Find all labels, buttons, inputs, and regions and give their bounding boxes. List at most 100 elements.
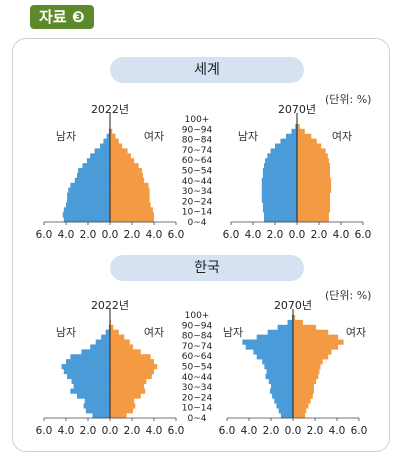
age-group-label: 60~64 (182, 352, 213, 362)
age-group-label: 20~24 (182, 197, 213, 207)
female-bar (293, 383, 314, 389)
female-bar (297, 158, 329, 164)
x-tick-label: 0.0 (102, 425, 119, 437)
female-bar (297, 168, 330, 174)
male-bar (262, 207, 297, 213)
female-bar (297, 207, 330, 213)
x-tick-label: 4.0 (58, 425, 75, 437)
female-bar (110, 354, 151, 360)
female-bar (293, 373, 319, 380)
x-tick-label: 6.0 (168, 229, 185, 241)
age-group-label: 0~4 (188, 414, 207, 424)
male-label: 남자 (56, 326, 76, 339)
female-bar (110, 388, 146, 394)
female-bar (110, 339, 130, 345)
female-bar (110, 373, 152, 380)
male-bar (264, 163, 297, 169)
female-bar (293, 393, 313, 399)
female-bar (293, 388, 314, 394)
male-bar (262, 359, 293, 365)
x-tick-label: 2.0 (311, 229, 328, 241)
male-bar (286, 133, 297, 139)
age-group-label: 40~44 (182, 373, 213, 383)
male-bar (262, 202, 297, 208)
x-tick-label: 0.0 (289, 229, 306, 241)
male-bar (108, 324, 110, 331)
male-bar (264, 364, 293, 370)
male-bar (61, 364, 110, 370)
male-bar (291, 315, 293, 321)
female-bar (293, 413, 306, 419)
male-bar (245, 344, 293, 350)
male-bar (101, 334, 110, 340)
male-bar (261, 177, 297, 184)
female-bar (110, 212, 154, 218)
x-tick-label: 2.0 (80, 229, 97, 241)
male-bar (264, 217, 297, 223)
female-bar (297, 192, 330, 198)
male-bar (81, 349, 110, 355)
female-bar (293, 398, 311, 404)
age-group-label: 90~94 (182, 125, 213, 135)
female-bar (293, 319, 303, 326)
male-bar (256, 334, 293, 340)
male-bar (108, 128, 110, 135)
female-label: 여자 (346, 326, 366, 339)
male-bar (62, 212, 110, 218)
age-group-label: 10~14 (182, 404, 213, 414)
x-tick-label: 6.0 (168, 425, 185, 437)
age-group-label: 80~84 (182, 136, 213, 146)
female-bar (297, 177, 332, 184)
female-bar (297, 217, 329, 223)
female-bar (110, 378, 147, 384)
male-bar (256, 354, 293, 360)
age-group-label: 60~64 (182, 156, 213, 166)
male-bar (269, 388, 293, 394)
male-bar (71, 378, 110, 384)
female-bar (110, 163, 139, 169)
male-bar (267, 153, 297, 159)
female-bar (297, 182, 332, 188)
male-bar (261, 192, 297, 198)
female-bar (297, 143, 322, 149)
male-label: 남자 (238, 130, 258, 143)
x-tick-label: 2.0 (124, 229, 141, 241)
x-tick-label: 2.0 (267, 229, 284, 241)
male-bar (267, 329, 293, 335)
x-tick-label: 4.0 (58, 229, 75, 241)
unit-label-korea: (단위: %) (325, 289, 372, 302)
female-bar (110, 364, 158, 370)
male-bar (70, 354, 110, 360)
female-bar (293, 403, 309, 409)
male-bar (67, 192, 110, 198)
age-group-label: 0~4 (188, 218, 207, 228)
male-bar (295, 123, 297, 130)
x-tick-label: 6.0 (219, 425, 236, 437)
female-bar (293, 368, 320, 375)
x-tick-label: 4.0 (245, 229, 262, 241)
male-bar (77, 172, 110, 179)
female-bar (110, 187, 150, 193)
male-bar (280, 138, 297, 144)
female-bar (110, 334, 125, 340)
x-tick-label: 4.0 (241, 425, 258, 437)
female-bar (297, 212, 329, 218)
male-bar (94, 148, 110, 154)
male-bar (67, 373, 110, 380)
female-bar (110, 349, 141, 355)
age-group-label: 80~84 (182, 332, 213, 342)
male-label: 남자 (223, 326, 243, 339)
female-bar (110, 398, 135, 404)
male-label: 남자 (56, 130, 76, 143)
x-tick-label: 0.0 (102, 229, 119, 241)
male-bar (66, 202, 110, 208)
age-group-label: 20~24 (182, 393, 213, 403)
male-bar (63, 368, 110, 375)
age-group-label: 100+ (185, 115, 210, 125)
male-bar (78, 168, 110, 174)
age-group-label: 30~34 (182, 187, 213, 197)
female-bar (293, 324, 317, 331)
age-group-label: 100+ (185, 311, 210, 321)
female-bar (293, 334, 339, 340)
